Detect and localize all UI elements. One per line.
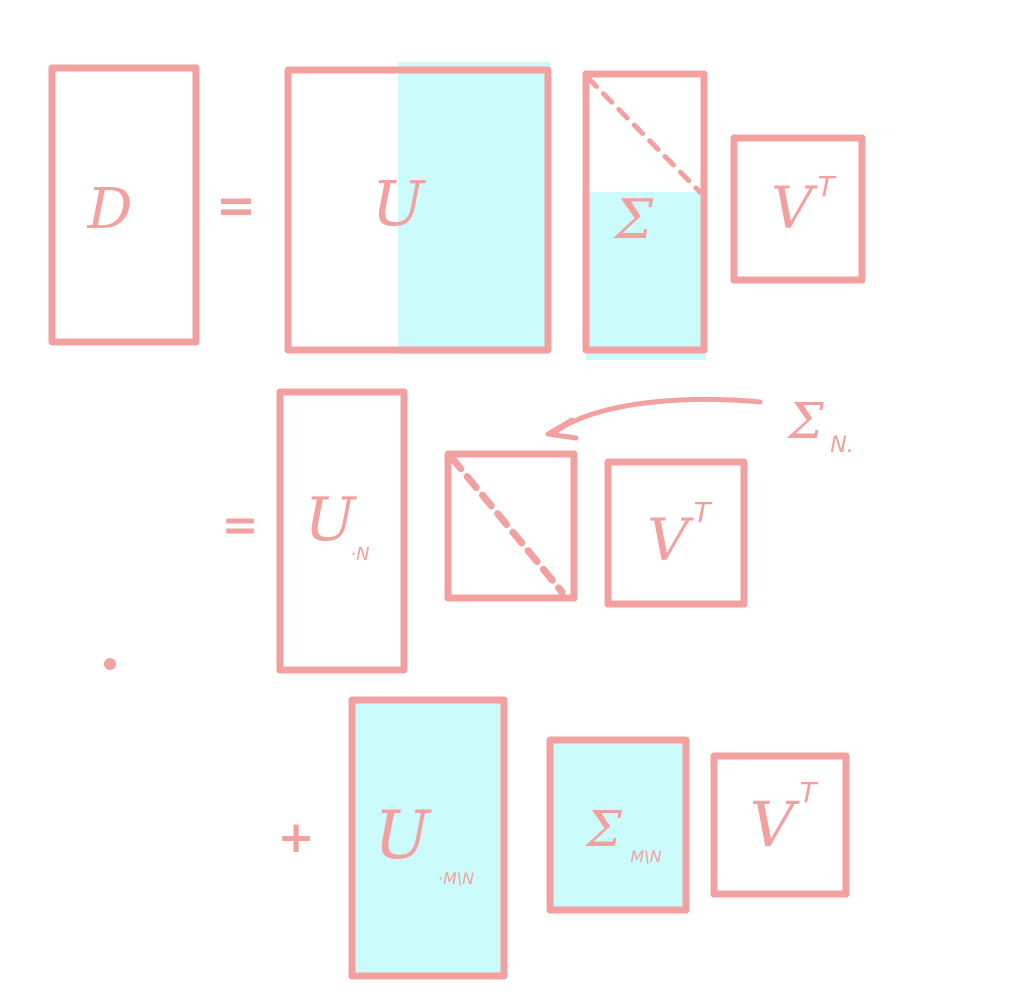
sigma-n-annotation-sub: N. <box>830 433 853 458</box>
matrix-sigma-mn-sub: M\N <box>630 847 661 866</box>
equals-sign-2: = <box>222 500 259 551</box>
equals-sign-1: = <box>216 178 256 234</box>
matrix-vt-sup: T <box>817 170 836 203</box>
matrix-u-label: U <box>372 167 426 240</box>
matrix-u-mn-sub: ·M\N <box>438 869 474 888</box>
matrix-vt-3-box <box>710 752 850 898</box>
matrix-sigma-mn-highlight <box>550 740 686 910</box>
matrix-vt-2-sup: T <box>693 496 712 529</box>
matrix-sigma-n-box <box>444 450 578 602</box>
matrix-u-n-label: U <box>305 485 358 555</box>
matrix-u-n-sub: ·N <box>350 544 369 565</box>
matrix-sigma-mn-box <box>546 736 690 914</box>
matrix-sigma-n-diagonal <box>448 454 566 596</box>
matrix-vt-box <box>730 134 866 284</box>
matrix-sigma-mn-label: Σ <box>584 800 622 858</box>
matrix-vt-3-label: V <box>750 788 801 861</box>
matrix-sigma-highlight <box>586 192 706 360</box>
matrix-u-highlight <box>398 62 550 354</box>
matrix-vt-3-sup: T <box>799 776 818 809</box>
matrix-u-box <box>284 66 552 354</box>
matrix-vt-label: V <box>771 174 818 242</box>
sigma-n-arrowhead <box>545 417 579 441</box>
matrix-u-n-box <box>276 388 408 674</box>
matrix-d-box <box>48 64 200 346</box>
sigma-n-annotation: Σ <box>786 392 824 450</box>
sigma-n-arrow <box>549 396 763 437</box>
stray-dot <box>104 658 116 670</box>
matrix-vt-2-label: V <box>647 506 694 574</box>
matrix-sigma-diagonal <box>585 75 703 195</box>
matrix-sigma-box <box>582 70 708 354</box>
matrix-d-label: D <box>87 177 133 242</box>
matrix-sigma-label: Σ <box>613 188 654 251</box>
matrix-u-mn-label: U <box>374 797 432 874</box>
matrix-vt-2-box <box>604 458 748 608</box>
matrix-u-mn-highlight <box>352 702 504 978</box>
plus-sign: + <box>278 812 315 863</box>
matrix-u-mn-box <box>348 696 508 980</box>
